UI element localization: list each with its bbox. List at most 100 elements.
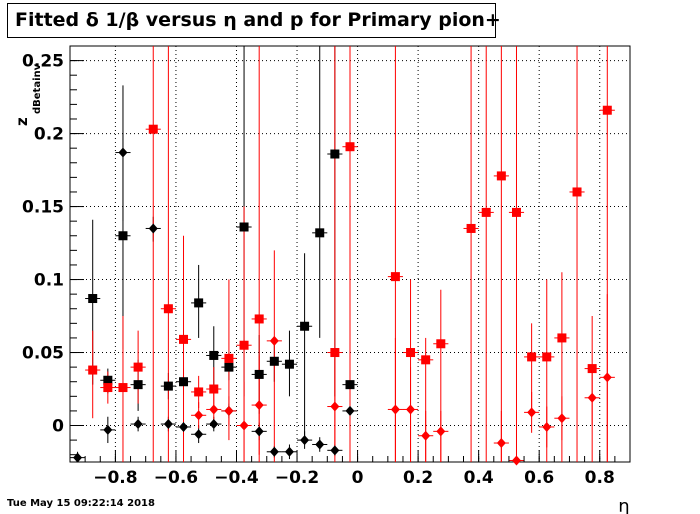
data-point-square xyxy=(421,355,431,365)
data-point-diamond xyxy=(133,419,143,430)
data-point-square xyxy=(133,362,143,372)
y-tick-label: 0.05 xyxy=(22,344,64,364)
x-tick-label: 0.2 xyxy=(403,468,433,488)
data-point-square xyxy=(300,321,310,331)
data-point-diamond xyxy=(224,405,234,416)
data-point-square xyxy=(163,381,173,391)
data-point-square xyxy=(284,359,294,369)
data-point-square xyxy=(269,356,279,366)
data-point-diamond xyxy=(406,404,416,415)
data-point-diamond xyxy=(557,413,567,424)
data-point-diamond xyxy=(163,419,173,430)
y-axis-label-main: z xyxy=(13,117,31,126)
data-point-diamond xyxy=(194,429,204,440)
data-point-square xyxy=(345,142,355,152)
data-point-square xyxy=(209,350,219,360)
y-tick-label: 0.15 xyxy=(22,198,64,218)
data-point-square xyxy=(239,222,249,232)
data-point-diamond xyxy=(254,400,264,411)
markers xyxy=(73,105,612,466)
data-point-diamond xyxy=(390,404,400,415)
x-axis-label: η xyxy=(618,496,629,514)
data-point-diamond xyxy=(103,424,113,435)
error-bars xyxy=(70,46,615,462)
x-tick-label: −0.6 xyxy=(154,468,198,488)
data-point-square xyxy=(587,364,597,374)
data-point-diamond xyxy=(269,335,279,346)
data-point-diamond xyxy=(527,407,537,418)
y-tick-label: 0 xyxy=(52,417,64,437)
data-point-diamond xyxy=(421,430,431,441)
data-point-square xyxy=(481,207,491,217)
data-point-square xyxy=(88,294,98,304)
data-point-square xyxy=(390,272,400,282)
data-point-square xyxy=(118,231,128,241)
data-point-square xyxy=(557,333,567,343)
data-point-square xyxy=(194,298,204,308)
timestamp: Tue May 15 09:22:14 2018 xyxy=(7,498,155,509)
data-point-square xyxy=(542,352,552,362)
data-point-square xyxy=(345,380,355,390)
y-tick-label: 0.1 xyxy=(34,271,64,291)
data-point-diamond xyxy=(148,223,158,234)
data-point-square xyxy=(527,352,537,362)
data-point-diamond xyxy=(254,426,264,437)
data-point-diamond xyxy=(496,438,506,449)
data-point-diamond xyxy=(269,446,279,457)
data-point-square xyxy=(315,228,325,238)
data-point-diamond xyxy=(118,147,128,158)
data-point-square xyxy=(496,171,506,181)
data-point-diamond xyxy=(194,410,204,421)
data-point-diamond xyxy=(345,405,355,416)
x-tick-label: 0.6 xyxy=(524,468,554,488)
data-point-square xyxy=(254,369,264,379)
data-point-square xyxy=(103,383,113,393)
data-point-square xyxy=(602,105,612,115)
data-point-square xyxy=(103,375,113,385)
data-point-square xyxy=(572,187,582,197)
data-point-diamond xyxy=(436,426,446,437)
data-point-square xyxy=(133,380,143,390)
data-point-square xyxy=(179,377,189,387)
data-point-square xyxy=(209,384,219,394)
data-point-square xyxy=(406,348,416,358)
data-point-diamond xyxy=(300,435,310,446)
data-point-diamond xyxy=(284,446,294,457)
data-point-diamond xyxy=(73,452,83,463)
x-tick-label: 0.8 xyxy=(585,468,615,488)
y-tick-label: 0.25 xyxy=(22,52,64,72)
data-point-diamond xyxy=(542,421,552,432)
data-point-diamond xyxy=(330,401,340,412)
y-axis-label: z dBetainv xyxy=(13,63,43,126)
x-tick-label: −0.8 xyxy=(93,468,137,488)
x-tick-label: 0.4 xyxy=(464,468,494,488)
data-point-diamond xyxy=(602,372,612,383)
x-tick-label: −0.4 xyxy=(214,468,259,488)
data-point-diamond xyxy=(209,419,219,430)
data-point-square xyxy=(224,362,234,372)
data-point-square xyxy=(194,387,204,397)
data-point-square xyxy=(239,340,249,350)
data-point-diamond xyxy=(511,455,521,466)
data-point-diamond xyxy=(330,445,340,456)
data-point-square xyxy=(224,353,234,363)
chart-title: Fitted δ 1/β versus η and p for Primary … xyxy=(7,3,501,38)
data-point-square xyxy=(163,304,173,314)
data-point-square xyxy=(118,383,128,393)
data-point-square xyxy=(330,348,340,358)
x-tick-label: −0.2 xyxy=(275,468,319,488)
y-tick-label: 0.2 xyxy=(34,125,64,145)
data-point-square xyxy=(436,339,446,349)
y-axis-label-sub: dBetainv xyxy=(32,63,43,114)
data-point-square xyxy=(466,223,476,233)
data-point-square xyxy=(179,334,189,344)
x-tick-label: 0 xyxy=(352,468,364,488)
data-point-diamond xyxy=(315,439,325,450)
data-point-square xyxy=(511,207,521,217)
data-point-diamond xyxy=(587,392,597,403)
data-point-square xyxy=(330,149,340,159)
axes: −0.8 −0.6 −0.4 −0.2 0 0.2 0.4 0.6 0.8 0 0.05 0.1 0.1… xyxy=(22,45,631,488)
data-point-diamond xyxy=(209,404,219,415)
data-point-square xyxy=(88,365,98,375)
